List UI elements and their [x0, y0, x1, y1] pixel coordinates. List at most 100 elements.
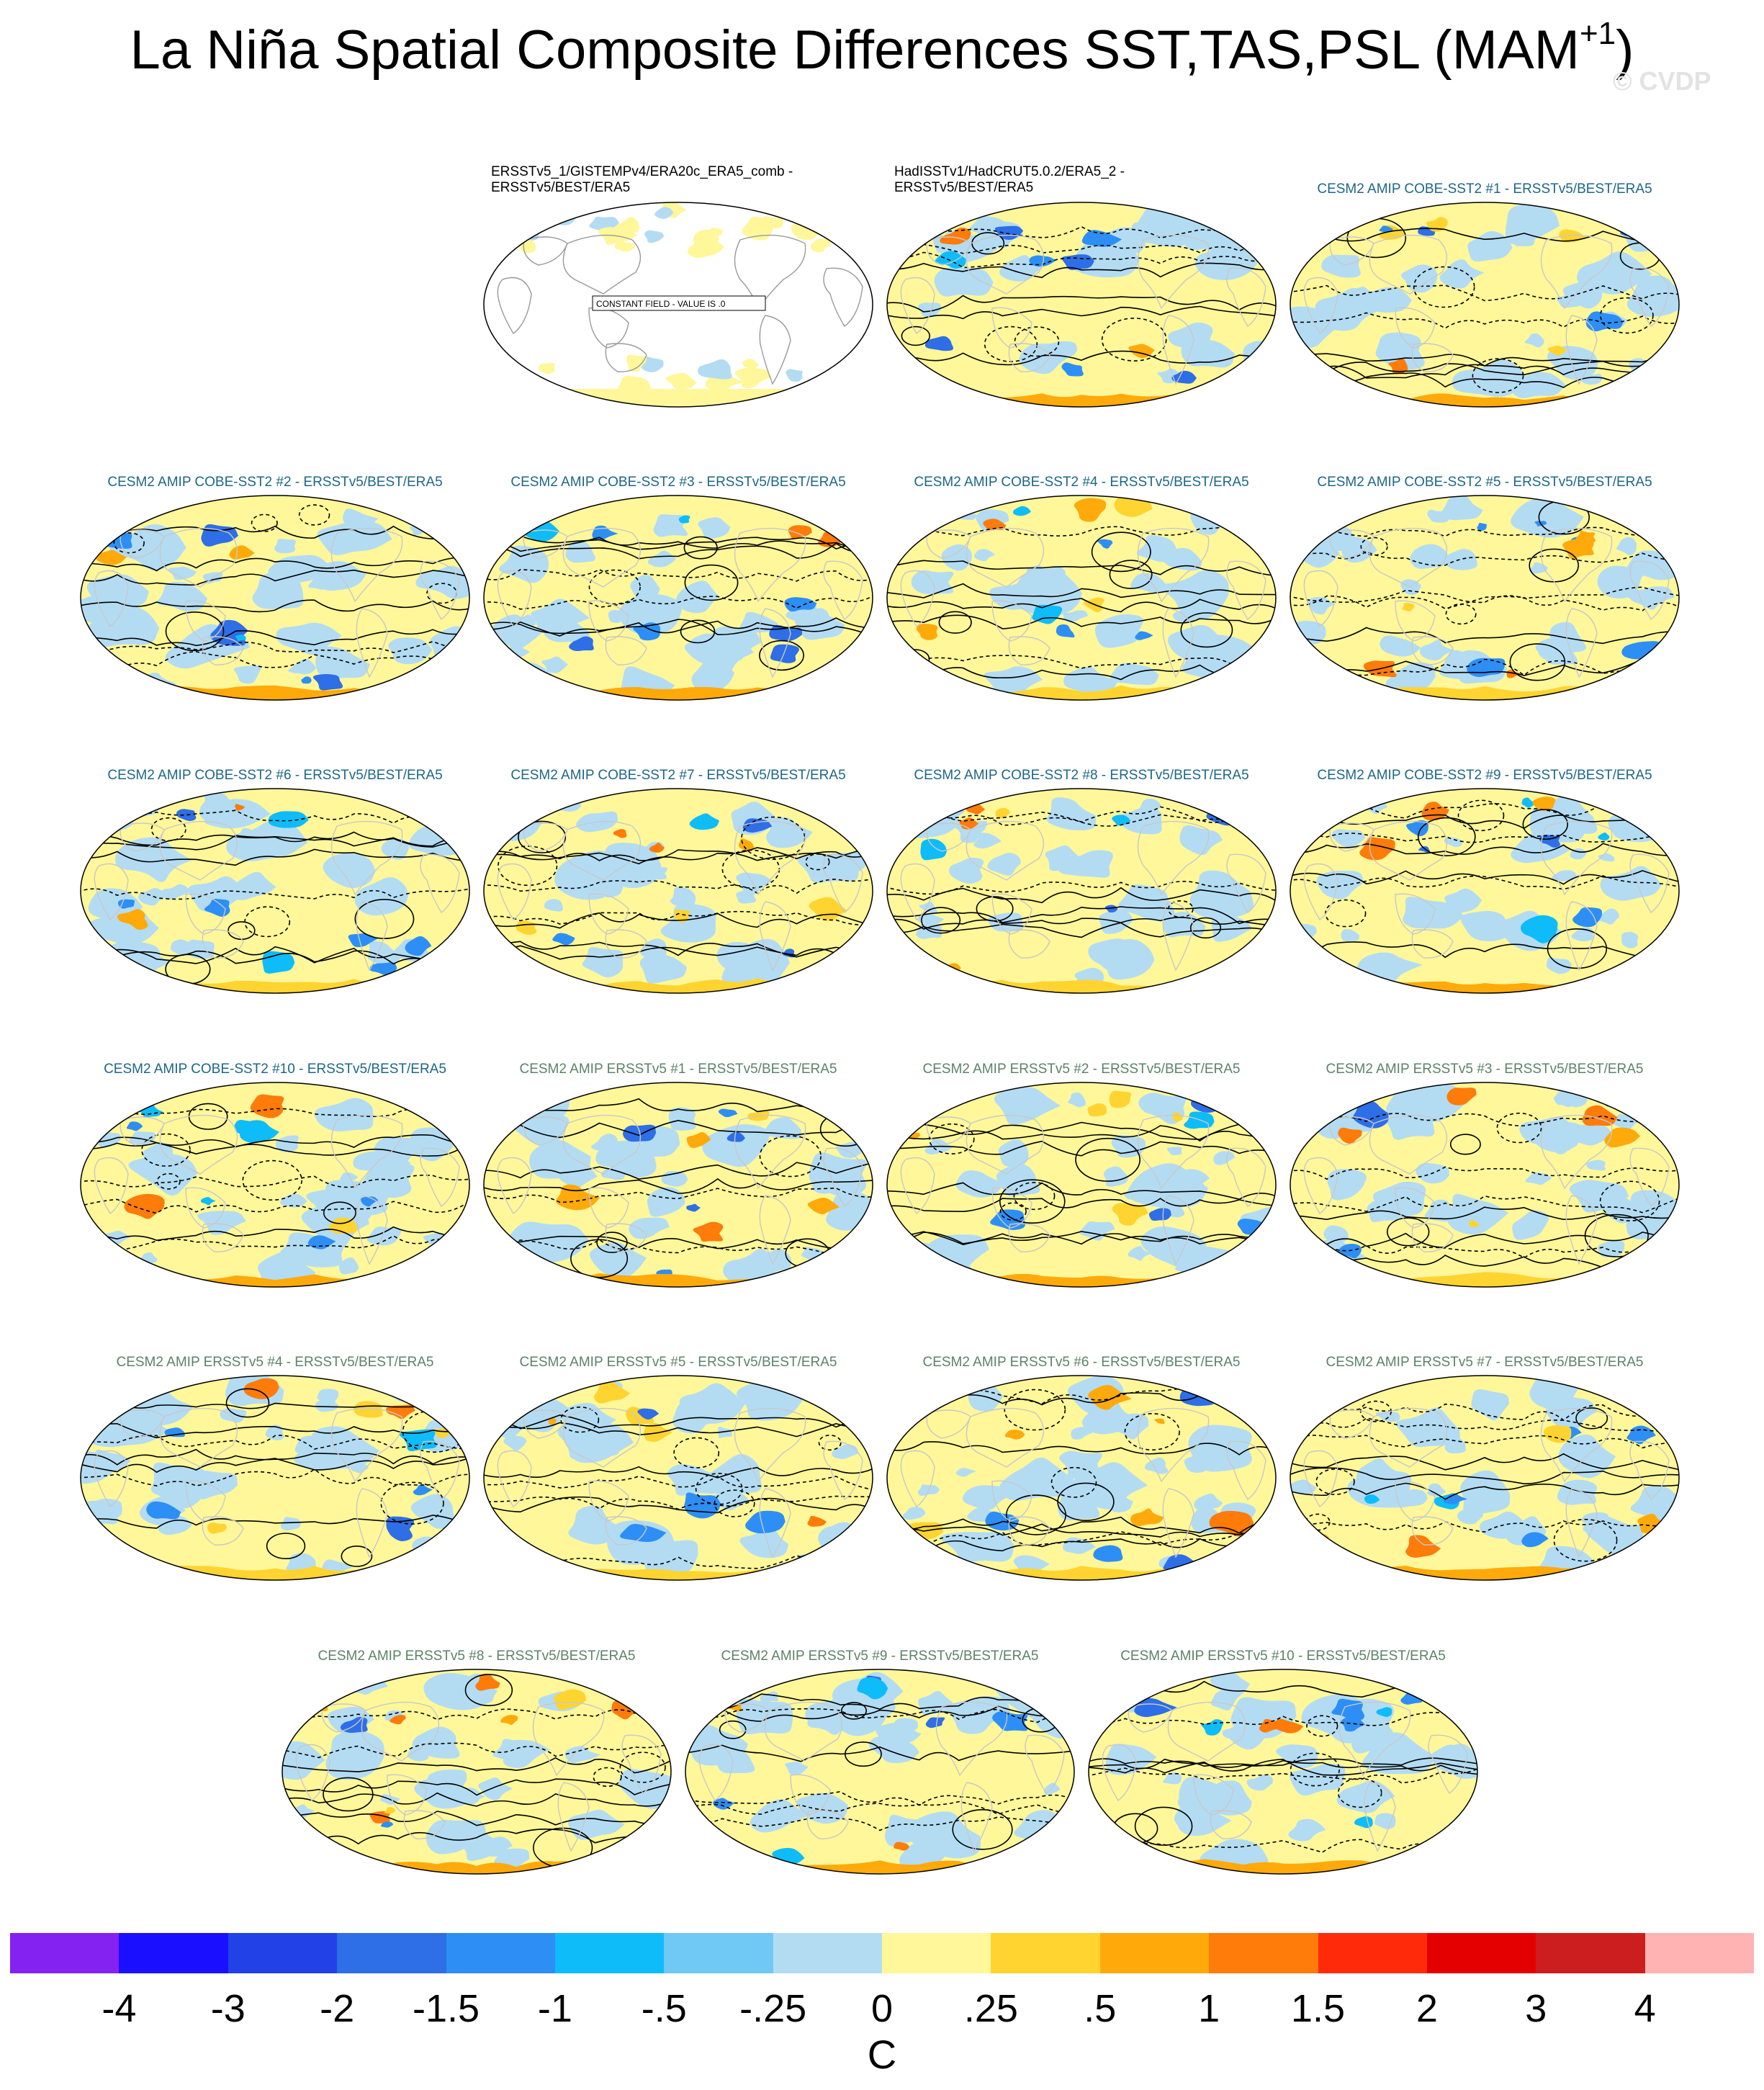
map-panel-e9: CESM2 AMIP ERSSTv5 #9 - ERSSTv5/BEST/ERA…: [683, 1627, 1077, 1879]
map-panel-e6: CESM2 AMIP ERSSTv5 #6 - ERSSTv5/BEST/ERA…: [884, 1333, 1279, 1585]
colorbar-units: C: [867, 2032, 897, 2077]
map-panel-c8: CESM2 AMIP COBE-SST2 #8 - ERSSTv5/BEST/E…: [884, 746, 1279, 998]
map-panel-c2: CESM2 AMIP COBE-SST2 #2 - ERSSTv5/BEST/E…: [78, 453, 472, 705]
colorbar-tick-label: -.5: [641, 1987, 687, 2030]
colorbar-tick-label: -1: [537, 1987, 572, 2030]
map-border: [1290, 1375, 1680, 1581]
map-border: [483, 495, 873, 701]
composite-map: [685, 1669, 1075, 1875]
map-border: [483, 788, 873, 994]
map-border: [1088, 1669, 1478, 1875]
composite-map: [1290, 202, 1680, 408]
panel-title: CESM2 AMIP ERSSTv5 #1 - ERSSTv5/BEST/ERA…: [519, 1062, 837, 1077]
composite-map: [483, 495, 873, 701]
colorbar-segment: [119, 1933, 228, 1973]
composite-map: [80, 495, 470, 701]
map-border: [1290, 1082, 1680, 1288]
panel-title: CESM2 AMIP ERSSTv5 #3 - ERSSTv5/BEST/ERA…: [1326, 1062, 1644, 1077]
map-border: [80, 788, 470, 994]
colorbar-tick-label: -4: [102, 1987, 137, 2030]
panel-title: CESM2 AMIP ERSSTv5 #8 - ERSSTv5/BEST/ERA…: [318, 1649, 636, 1664]
panel-title: HadISSTv1/HadCRUT5.0.2/ERA5_2 - ERSSTv5/B…: [894, 164, 1289, 196]
panel-title: CESM2 AMIP COBE-SST2 #5 - ERSSTv5/BEST/E…: [1317, 475, 1652, 490]
colorbar-segment: [228, 1933, 338, 1973]
map-panel-e7: CESM2 AMIP ERSSTv5 #7 - ERSSTv5/BEST/ERA…: [1287, 1333, 1682, 1585]
map-panel-c4: CESM2 AMIP COBE-SST2 #4 - ERSSTv5/BEST/E…: [884, 453, 1279, 705]
colorbar-segment: [1209, 1933, 1318, 1973]
colorbar-tick-label: 1: [1198, 1987, 1220, 2030]
map-background: [887, 1082, 1276, 1287]
panel-title: CESM2 AMIP ERSSTv5 #2 - ERSSTv5/BEST/ERA…: [922, 1062, 1241, 1077]
colorbar-segment: [554, 1933, 665, 1973]
panel-title: CESM2 AMIP COBE-SST2 #4 - ERSSTv5/BEST/E…: [914, 475, 1249, 490]
map-panel-e10: CESM2 AMIP ERSSTv5 #10 - ERSSTv5/BEST/ER…: [1086, 1627, 1480, 1879]
panel-title-line2: ERSSTv5/BEST/ERA5: [894, 180, 1034, 195]
map-border: [1290, 495, 1680, 701]
map-border: [1290, 202, 1680, 408]
map-border: [886, 788, 1277, 994]
panel-title: ERSSTv5_1/GISTEMPv4/ERA20c_ERA5_comb - ER…: [491, 164, 886, 196]
map-panel-e4: CESM2 AMIP ERSSTv5 #4 - ERSSTv5/BEST/ERA…: [78, 1333, 472, 1585]
panel-title: CESM2 AMIP ERSSTv5 #4 - ERSSTv5/BEST/ERA…: [116, 1355, 434, 1370]
map-panel-c6: CESM2 AMIP COBE-SST2 #6 - ERSSTv5/BEST/E…: [78, 746, 472, 998]
composite-map: CONSTANT FIELD - VALUE IS .0: [483, 202, 873, 408]
panel-title: CESM2 AMIP COBE-SST2 #7 - ERSSTv5/BEST/E…: [510, 768, 846, 783]
composite-map: [80, 788, 470, 994]
colorbar-segment: [882, 1933, 991, 1973]
map-panel-e2: CESM2 AMIP ERSSTv5 #2 - ERSSTv5/BEST/ERA…: [884, 1040, 1279, 1292]
colorbar-segment: [1426, 1933, 1536, 1973]
panel-title-line1: HadISSTv1/HadCRUT5.0.2/ERA5_2 -: [894, 164, 1125, 179]
panel-title: CESM2 AMIP COBE-SST2 #6 - ERSSTv5/BEST/E…: [107, 768, 443, 783]
map-border: [80, 1375, 470, 1581]
colorbar-segment: [10, 1933, 120, 1973]
map-border: [483, 202, 873, 408]
composite-map: [483, 1375, 873, 1581]
composite-map: [80, 1082, 470, 1288]
map-panel-c7: CESM2 AMIP COBE-SST2 #7 - ERSSTv5/BEST/E…: [481, 746, 876, 998]
map-border: [483, 1082, 873, 1288]
map-background: [887, 202, 1276, 407]
colorbar-segment: [1644, 1933, 1754, 1973]
panel-title-line1: ERSSTv5_1/GISTEMPv4/ERA20c_ERA5_comb -: [491, 164, 793, 179]
colorbar-tick-label: -1.5: [412, 1987, 480, 2030]
panel-title: CESM2 AMIP ERSSTv5 #5 - ERSSTv5/BEST/ERA…: [519, 1355, 837, 1370]
composite-map: [1290, 1082, 1680, 1288]
colorbar-tick-label: -.25: [739, 1987, 807, 2030]
map-panel-obs2: HadISSTv1/HadCRUT5.0.2/ERA5_2 - ERSSTv5/B…: [884, 160, 1279, 412]
map-border: [685, 1669, 1075, 1875]
title-superscript: +1: [1579, 16, 1616, 51]
panel-title: CESM2 AMIP COBE-SST2 #8 - ERSSTv5/BEST/E…: [914, 768, 1249, 783]
colorbar-tick-label: 3: [1525, 1987, 1547, 2030]
composite-map: [886, 495, 1277, 701]
map-panel-e8: CESM2 AMIP ERSSTv5 #8 - ERSSTv5/BEST/ERA…: [279, 1627, 674, 1879]
map-border: [483, 1375, 873, 1581]
composite-map: [483, 788, 873, 994]
colorbar: [10, 1933, 1754, 1973]
map-panel-c1: CESM2 AMIP COBE-SST2 #1 - ERSSTv5/BEST/E…: [1287, 160, 1682, 412]
map-border: [886, 1082, 1277, 1288]
composite-map: [80, 1375, 470, 1581]
map-panel-obs1: ERSSTv5_1/GISTEMPv4/ERA20c_ERA5_comb - ER…: [481, 160, 876, 412]
colorbar-segment: [664, 1933, 773, 1973]
composite-map: [1290, 788, 1680, 994]
panel-title-line2: ERSSTv5/BEST/ERA5: [491, 180, 631, 195]
composite-map: [1088, 1669, 1478, 1875]
colorbar-segment: [1536, 1933, 1645, 1973]
colorbar-tick-label: -2: [320, 1987, 355, 2030]
map-panel-e1: CESM2 AMIP ERSSTv5 #1 - ERSSTv5/BEST/ERA…: [481, 1040, 876, 1292]
watermark: © CVDP: [1613, 66, 1711, 96]
composite-map: [886, 1082, 1277, 1288]
colorbar-tick-label: -3: [210, 1987, 246, 2030]
composite-map: [282, 1669, 672, 1875]
map-border: [1290, 788, 1680, 994]
panel-title: CESM2 AMIP ERSSTv5 #10 - ERSSTv5/BEST/ER…: [1120, 1649, 1446, 1664]
colorbar-tick-label: .5: [1084, 1987, 1117, 2030]
constant-field-box: [592, 295, 766, 311]
constant-field-label: CONSTANT FIELD - VALUE IS .0: [596, 299, 726, 309]
map-panel-c5: CESM2 AMIP COBE-SST2 #5 - ERSSTv5/BEST/E…: [1287, 453, 1682, 705]
composite-map: [886, 1375, 1277, 1581]
colorbar-tick-label: 0: [870, 1987, 894, 2030]
panel-title: CESM2 AMIP COBE-SST2 #9 - ERSSTv5/BEST/E…: [1317, 768, 1652, 783]
colorbar-segment: [773, 1933, 882, 1973]
colorbar-tick-label: 2: [1416, 1987, 1438, 2030]
